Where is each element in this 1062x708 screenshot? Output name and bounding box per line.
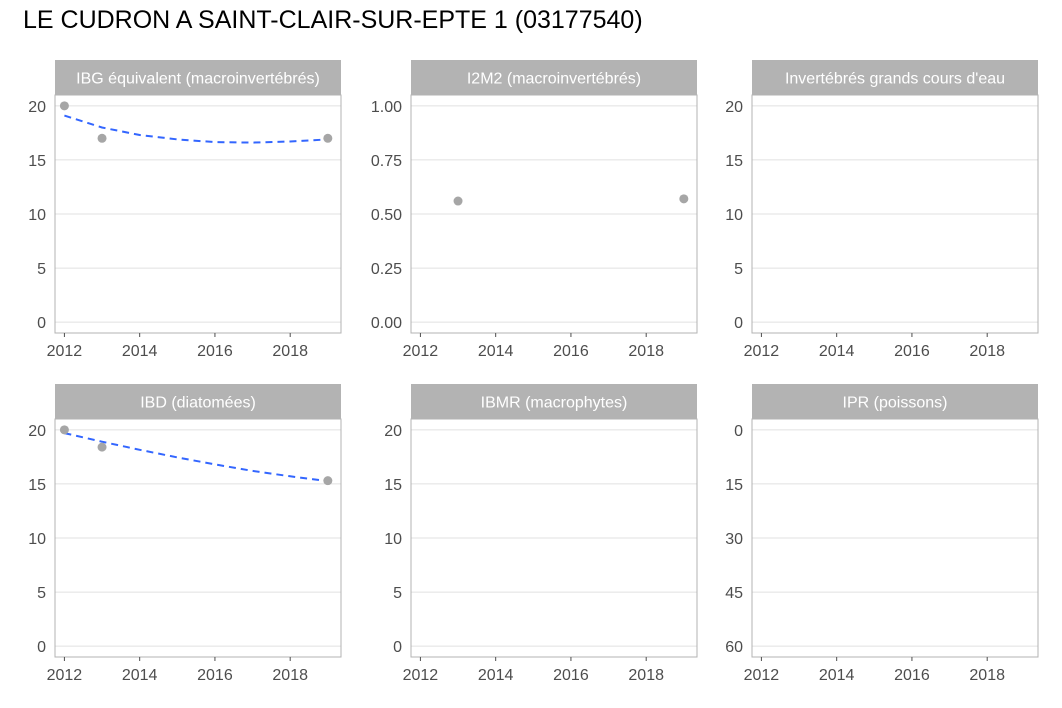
page-title: LE CUDRON A SAINT-CLAIR-SUR-EPTE 1 (0317… — [23, 6, 643, 34]
x-tick-label: 2016 — [553, 343, 589, 360]
data-point — [97, 442, 107, 452]
facet-strip — [752, 60, 1038, 95]
x-tick-label: 2016 — [553, 667, 589, 684]
facet-title: IBMR (macrophytes) — [481, 395, 628, 412]
panel-border — [54, 418, 342, 658]
x-tick-label: 2012 — [744, 343, 780, 360]
y-tick-label: 15 — [384, 477, 402, 494]
facet-strip — [411, 384, 697, 419]
data-point — [59, 101, 69, 111]
x-tick-label: 2018 — [272, 667, 308, 684]
data-point — [323, 133, 333, 143]
y-tick-label: 0.75 — [371, 153, 402, 170]
x-tick-label: 2018 — [969, 667, 1005, 684]
y-tick-label: 15 — [28, 153, 46, 170]
y-tick-label: 20 — [28, 99, 46, 116]
x-tick-label: 2012 — [403, 343, 439, 360]
x-tick-label: 2012 — [47, 343, 83, 360]
y-tick-label: 15 — [28, 477, 46, 494]
facet-title: Invertébrés grands cours d'eau — [785, 71, 1005, 88]
y-tick-label: 15 — [725, 153, 743, 170]
y-tick-label: 0 — [393, 639, 402, 656]
facet-panel: I2M2 (macroinvertébrés) 0.00 0.25 0.50 0.75 1… — [371, 60, 698, 360]
panel-border — [410, 418, 698, 658]
y-tick-label: 5 — [37, 261, 46, 278]
x-tick-label: 2014 — [819, 343, 855, 360]
x-tick-label: 2014 — [478, 667, 514, 684]
y-tick-label: 10 — [28, 531, 46, 548]
data-point — [453, 196, 463, 206]
y-tick-label: 10 — [384, 531, 402, 548]
y-tick-label: 0 — [37, 639, 46, 656]
y-tick-label: 0 — [37, 315, 46, 332]
data-point — [59, 425, 69, 435]
data-point — [679, 194, 689, 204]
x-tick-label: 2018 — [969, 343, 1005, 360]
x-tick-label: 2014 — [478, 343, 514, 360]
panel-border — [54, 94, 342, 334]
facet-panel: IBG équivalent (macroinvertébrés) 0 5 10 15 2… — [28, 60, 342, 360]
y-tick-label: 0 — [734, 423, 743, 440]
facet-panel: IBD (diatomées) 0 5 10 15 20 2012 2014 2016 2018 — [28, 384, 342, 684]
panel-border — [410, 94, 698, 334]
x-tick-label: 2012 — [744, 667, 780, 684]
y-tick-label: 5 — [734, 261, 743, 278]
y-tick-label: 20 — [384, 423, 402, 440]
x-tick-label: 2016 — [197, 343, 233, 360]
y-tick-label: 15 — [725, 477, 743, 494]
y-tick-label: 20 — [725, 99, 743, 116]
y-tick-label: 10 — [28, 207, 46, 224]
facet-strip — [411, 60, 697, 95]
facet-panel: Invertébrés grands cours d'eau 0 5 10 15 20 20… — [725, 60, 1039, 360]
trend-line — [64, 432, 328, 483]
x-tick-label: 2014 — [819, 667, 855, 684]
x-tick-label: 2014 — [122, 343, 158, 360]
x-tick-label: 2016 — [894, 343, 930, 360]
facet-title: IBD (diatomées) — [140, 395, 256, 412]
panel-border — [751, 94, 1039, 334]
y-tick-label: 0 — [734, 315, 743, 332]
data-point — [323, 476, 333, 486]
y-tick-label: 10 — [725, 207, 743, 224]
y-tick-label: 60 — [725, 639, 743, 656]
x-tick-label: 2016 — [894, 667, 930, 684]
x-tick-label: 2018 — [272, 343, 308, 360]
x-tick-label: 2014 — [122, 667, 158, 684]
x-tick-label: 2012 — [47, 667, 83, 684]
y-tick-label: 5 — [37, 585, 46, 602]
facet-title: I2M2 (macroinvertébrés) — [467, 71, 641, 88]
y-tick-label: 45 — [725, 585, 743, 602]
facet-strip — [55, 384, 341, 419]
x-tick-label: 2016 — [197, 667, 233, 684]
facet-title: IBG équivalent (macroinvertébrés) — [76, 71, 320, 88]
data-point — [97, 133, 107, 143]
x-tick-label: 2018 — [628, 667, 664, 684]
x-tick-label: 2012 — [403, 667, 439, 684]
facet-strip — [752, 384, 1038, 419]
facet-strip — [55, 60, 341, 95]
y-tick-label: 0.25 — [371, 261, 402, 278]
y-tick-label: 20 — [28, 423, 46, 440]
trend-line — [64, 114, 328, 144]
facet-panel: IBMR (macrophytes) 0 5 10 15 20 2012 2014 2016 20… — [384, 384, 698, 684]
x-tick-label: 2018 — [628, 343, 664, 360]
panel-border — [751, 418, 1039, 658]
y-tick-label: 5 — [393, 585, 402, 602]
y-tick-label: 30 — [725, 531, 743, 548]
facet-title: IPR (poissons) — [843, 395, 948, 412]
y-tick-label: 0.50 — [371, 207, 402, 224]
y-tick-label: 0.00 — [371, 315, 402, 332]
y-tick-label: 1.00 — [371, 99, 402, 116]
